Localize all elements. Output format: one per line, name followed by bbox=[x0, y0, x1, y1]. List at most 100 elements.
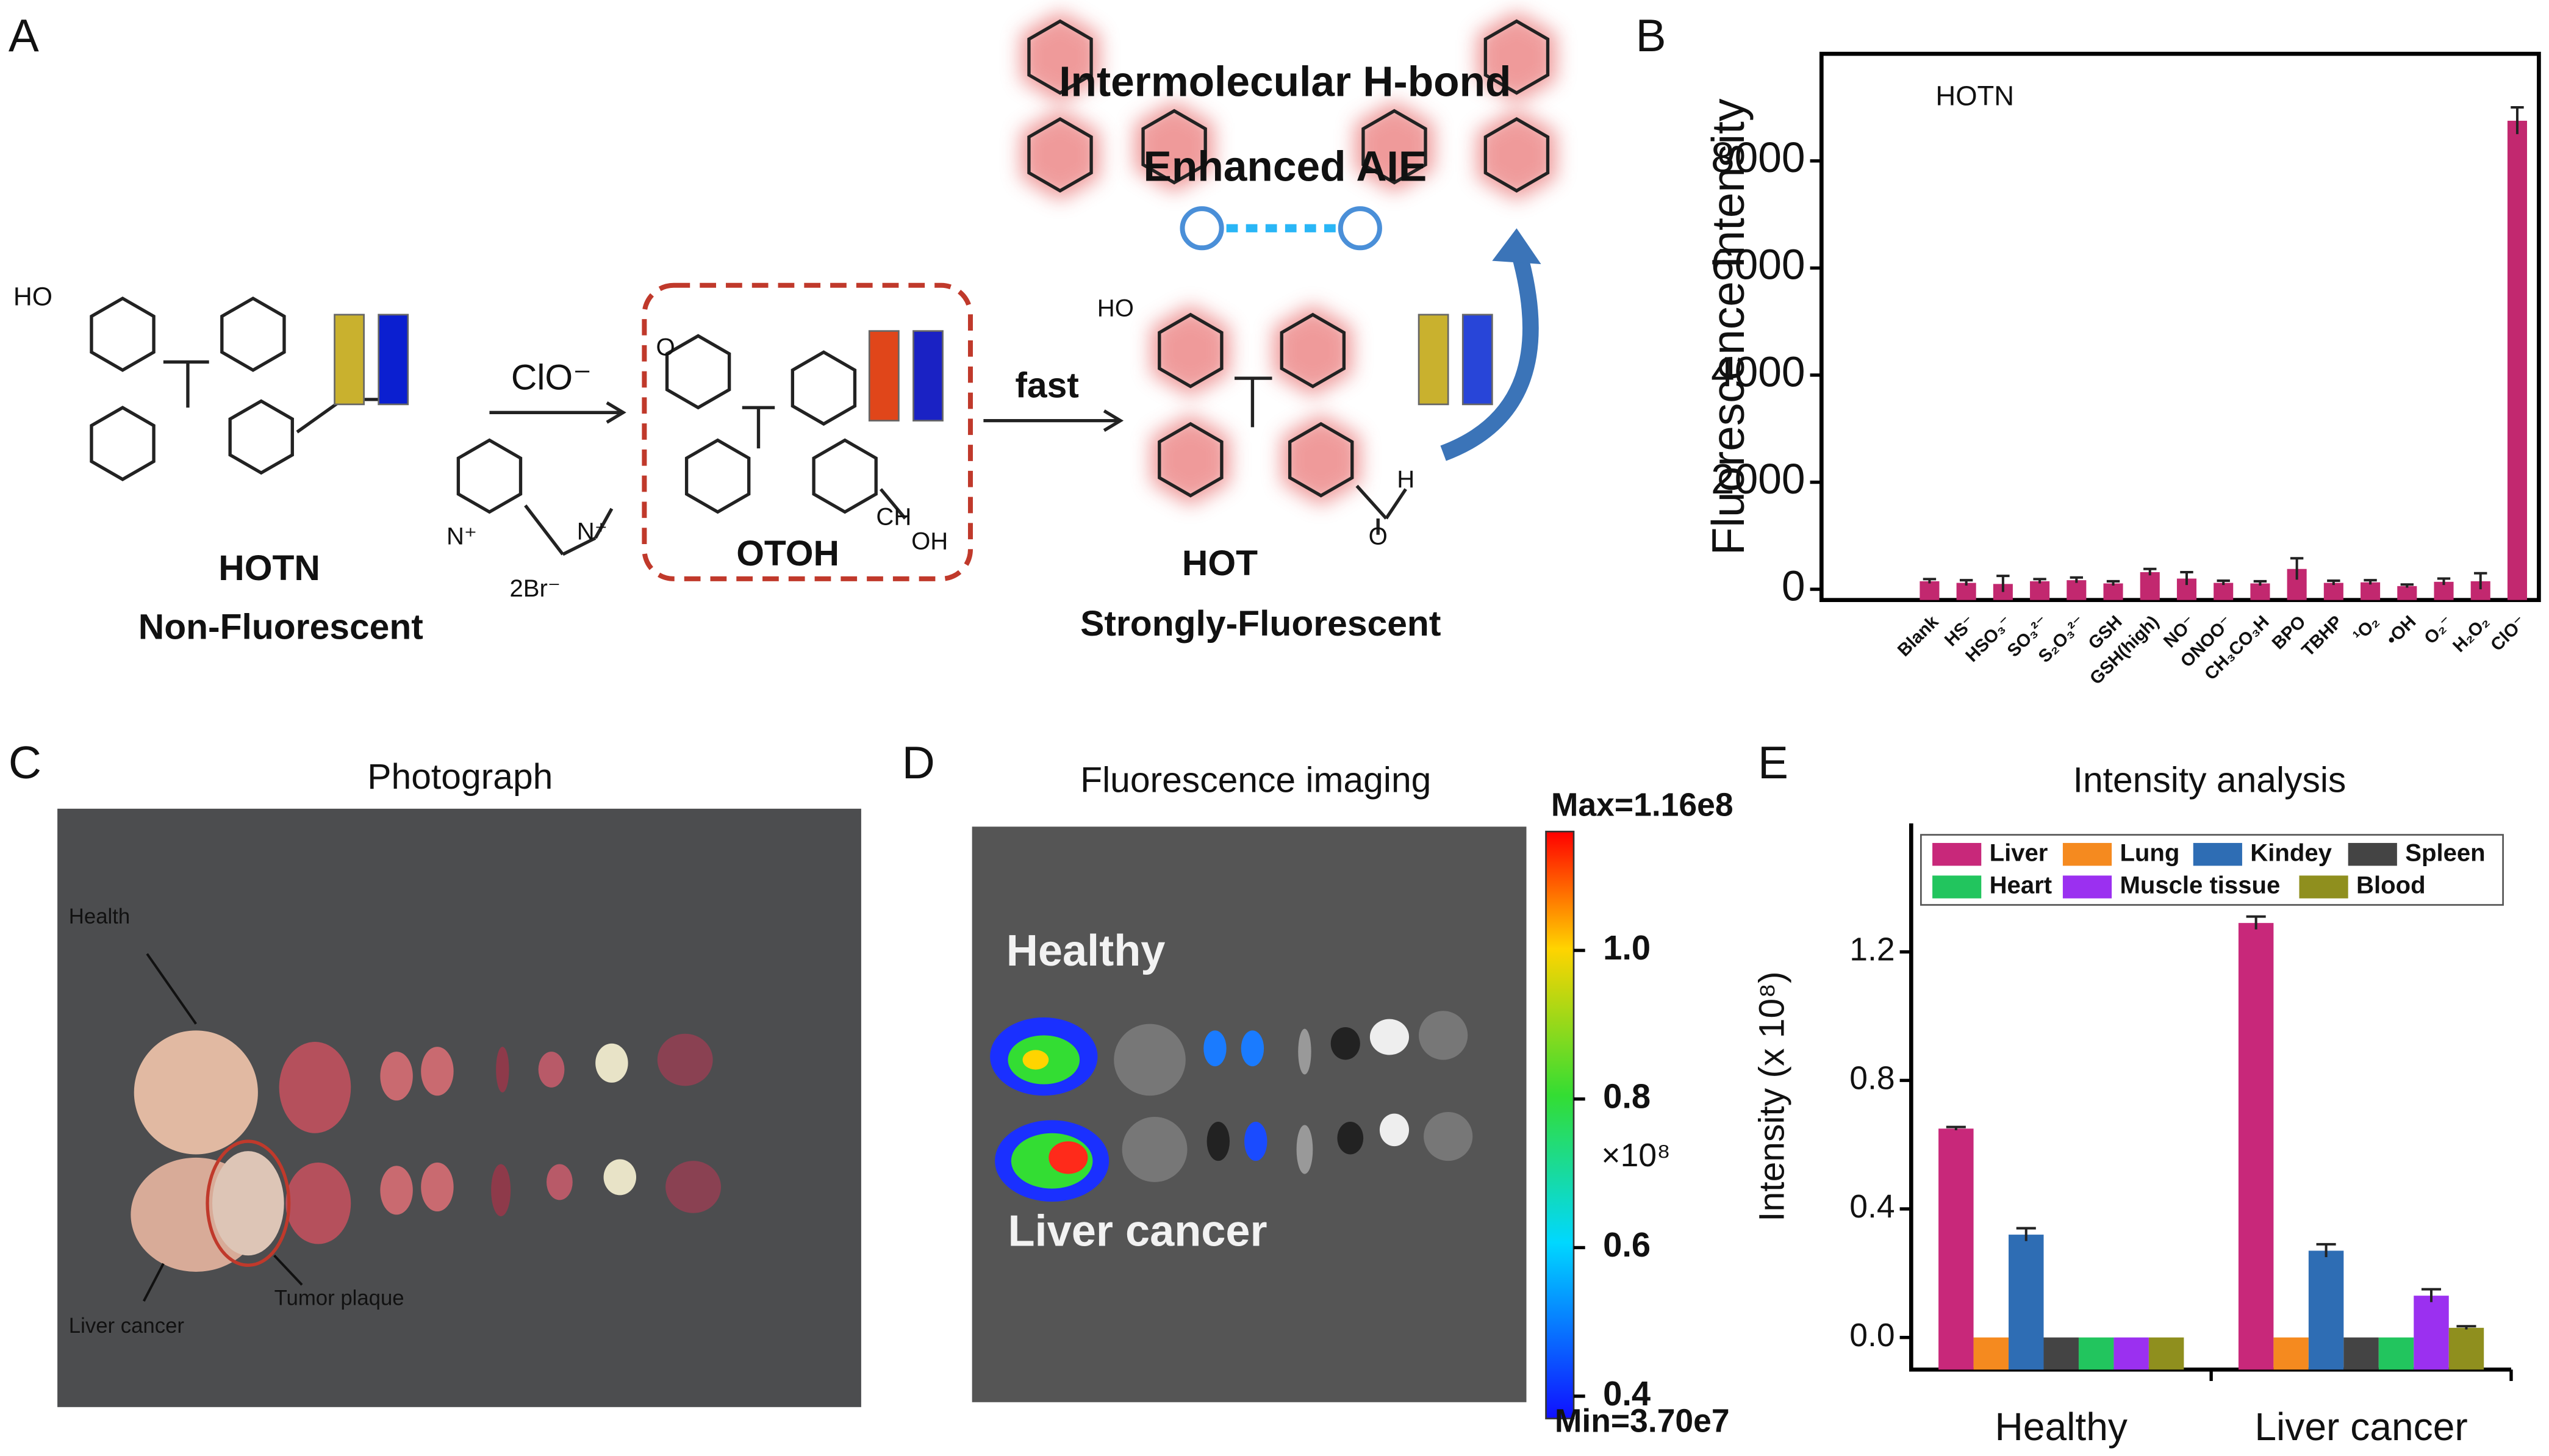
bar bbox=[1956, 583, 1976, 600]
vial bbox=[334, 314, 365, 406]
legend-label: Blood bbox=[2356, 872, 2426, 899]
plot-frame bbox=[1819, 51, 2541, 603]
benzene-ring bbox=[456, 438, 523, 514]
curved-arrow bbox=[1440, 242, 1539, 461]
y-tick-label: 0.4 bbox=[1849, 1189, 1895, 1225]
legend-label: Muscle tissue bbox=[2120, 872, 2280, 899]
panel-title: Photograph bbox=[367, 757, 553, 797]
reagent: ClO⁻ bbox=[511, 357, 592, 397]
y-tick-label: 0 bbox=[1782, 562, 1805, 609]
benzene-ring bbox=[684, 438, 751, 514]
bar bbox=[2009, 1235, 2044, 1370]
panel-label: D bbox=[902, 737, 935, 788]
bond bbox=[1385, 488, 1407, 520]
bar bbox=[2030, 581, 2050, 600]
benzene-ring bbox=[1361, 109, 1427, 185]
organ-signals bbox=[990, 1011, 1473, 1202]
atom-label: OH bbox=[911, 528, 948, 555]
chart-annotation: HOTN bbox=[1935, 80, 2014, 111]
y-tick-label: 8000 bbox=[1711, 134, 1805, 181]
colorbar-tick-label: 1.0 bbox=[1603, 928, 1651, 967]
oh-highlight bbox=[1180, 206, 1224, 251]
h-bond-label: Intermolecular H-bond bbox=[1059, 57, 1511, 105]
bar bbox=[2043, 1337, 2079, 1370]
compound-name: HOT bbox=[1182, 543, 1258, 583]
image-label: Liver cancer bbox=[1008, 1207, 1267, 1256]
legend-swatch bbox=[1932, 875, 1982, 898]
bar bbox=[2103, 583, 2123, 600]
legend-label: Heart bbox=[1990, 872, 2052, 899]
colorbar-tick-label: 0.4 bbox=[1603, 1374, 1651, 1413]
panel-label: B bbox=[1636, 10, 1666, 61]
atom-label: H bbox=[1397, 466, 1414, 493]
bar bbox=[2343, 1337, 2379, 1370]
panel-label: A bbox=[9, 10, 39, 61]
colorbar-tick-label: 0.8 bbox=[1603, 1077, 1651, 1116]
benzene-ring bbox=[1158, 421, 1224, 498]
benzene-ring bbox=[90, 296, 156, 372]
bar bbox=[2238, 923, 2274, 1370]
atom-label: CH bbox=[876, 504, 911, 531]
panel-title: Intensity analysis bbox=[2073, 761, 2346, 800]
compound-property: Strongly-Fluorescent bbox=[1080, 604, 1441, 644]
bar bbox=[2308, 1250, 2344, 1370]
glow bbox=[1020, 109, 1100, 201]
bar bbox=[2250, 583, 2270, 600]
y-tick-label: 0.8 bbox=[1849, 1060, 1895, 1096]
atom-label: O bbox=[1369, 523, 1388, 550]
panel-title: Fluorescence imaging bbox=[1080, 761, 1431, 800]
legend-box bbox=[1920, 834, 2504, 906]
bar bbox=[2414, 1296, 2449, 1370]
y-axis-label: Fluorescence Intensity bbox=[1702, 98, 1754, 555]
glow bbox=[1273, 304, 1353, 396]
bond bbox=[562, 536, 597, 556]
bar bbox=[2214, 583, 2234, 600]
bar bbox=[1920, 581, 1940, 600]
bond bbox=[1355, 484, 1388, 520]
benzene-ring bbox=[1027, 19, 1093, 95]
atom-label: HO bbox=[13, 282, 52, 311]
legend-label: Kindey bbox=[2250, 839, 2332, 866]
y-tick-label: 6000 bbox=[1711, 241, 1805, 289]
vial bbox=[378, 314, 409, 406]
bar bbox=[2067, 580, 2087, 600]
arrow-head bbox=[606, 401, 626, 424]
bar bbox=[2507, 120, 2528, 600]
benzene-ring bbox=[1288, 421, 1354, 498]
bar bbox=[1973, 1337, 2009, 1370]
image-label: Healthy bbox=[1006, 927, 1166, 975]
x-tick-label: ¹O₂ bbox=[2350, 612, 2384, 646]
colorbar-min: Min=3.70e7 bbox=[1555, 1404, 1730, 1440]
benzene-ring bbox=[90, 406, 156, 481]
panel-label: C bbox=[9, 737, 41, 788]
colorbar-tick-label: 0.6 bbox=[1603, 1225, 1651, 1264]
bond bbox=[879, 488, 907, 520]
benzene-ring bbox=[228, 399, 294, 475]
vial bbox=[868, 330, 900, 421]
benzene-ring bbox=[665, 334, 731, 410]
atom-label: HO bbox=[1097, 295, 1134, 321]
atom-label: N⁺ bbox=[446, 523, 477, 550]
legend-label: Lung bbox=[2120, 839, 2179, 866]
y-tick-label: 0.0 bbox=[1849, 1318, 1895, 1354]
bar bbox=[1938, 1128, 1974, 1370]
x-tick-label: H₂O₂ bbox=[2449, 612, 2493, 656]
benzene-ring bbox=[220, 296, 286, 372]
legend-swatch bbox=[2193, 842, 2242, 866]
glow bbox=[1151, 414, 1230, 506]
y-tick-label: 4000 bbox=[1711, 348, 1805, 395]
organs bbox=[131, 953, 722, 1302]
y-tick-label: 2000 bbox=[1711, 455, 1805, 503]
x-tick-label: •OH bbox=[2382, 612, 2420, 650]
bar bbox=[2323, 583, 2343, 600]
benzene-ring bbox=[1141, 109, 1207, 185]
benzene-ring bbox=[1483, 117, 1550, 193]
colorbar-unit: ×10⁸ bbox=[1601, 1138, 1670, 1174]
glow bbox=[1477, 109, 1557, 201]
arrow-head bbox=[1103, 409, 1124, 432]
aie-label: Enhanced AIE bbox=[1144, 142, 1427, 190]
bar bbox=[2140, 572, 2160, 600]
